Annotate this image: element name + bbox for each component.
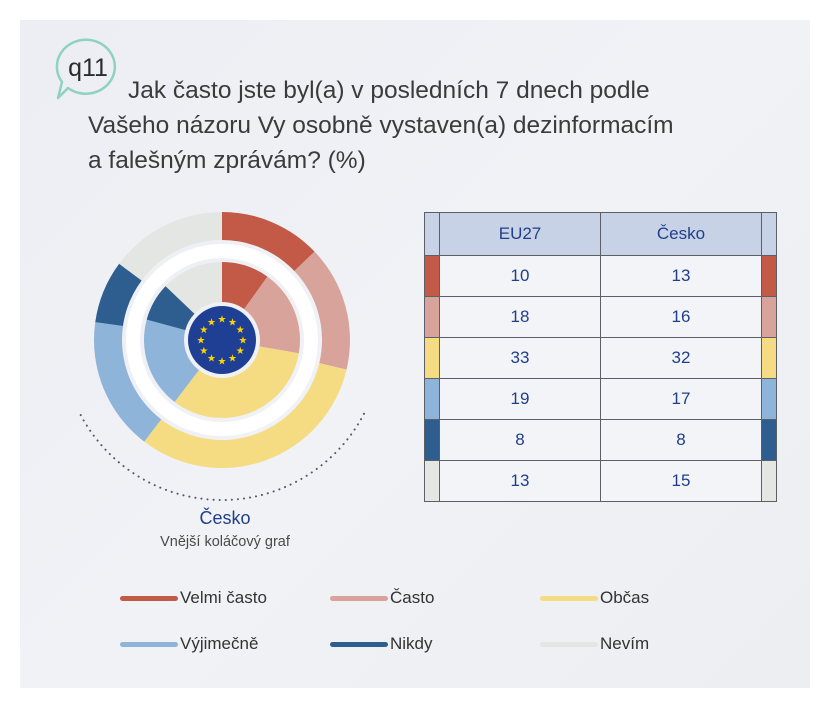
separator-ring: [126, 244, 318, 436]
eu-star-icon: ★: [218, 357, 227, 368]
legend-line: [330, 595, 388, 601]
eu-star-icon: ★: [207, 354, 216, 365]
eu-star-icon: ★: [228, 354, 237, 365]
table-row: 33 32: [424, 337, 777, 379]
eu-star-icon: ★: [199, 325, 208, 336]
eu-star-icon: ★: [197, 336, 206, 347]
outer-chart-caption: Vnější koláčový graf: [160, 534, 290, 550]
table-cell-cesko: 17: [600, 378, 762, 420]
eu-star-icon: ★: [199, 346, 208, 357]
legend-label: Občas: [600, 588, 650, 607]
legend-item: Velmi často: [120, 588, 267, 608]
eu-flag-icon: [188, 306, 256, 374]
eu-star-icon: ★: [236, 325, 245, 336]
outer-chart-country-label: Česko: [199, 508, 251, 528]
row-swatch-left: [424, 337, 440, 379]
values-table: EU27 Česko 10 13 18 16 33 32 19 17: [424, 212, 777, 502]
legend-label: Nevím: [600, 634, 650, 653]
outer-cesko-slice-nevim: [119, 212, 222, 281]
row-swatch-right: [761, 296, 777, 338]
row-swatch-right: [761, 337, 777, 379]
outer-cesko-slice-casto: [294, 251, 350, 370]
table-cell-cesko: 16: [600, 296, 762, 338]
table-cell-eu27: 19: [439, 378, 601, 420]
table-row: 18 16: [424, 296, 777, 338]
table-cell-eu27: 10: [439, 255, 601, 297]
table-cell-cesko: 13: [600, 255, 762, 297]
inner-eu27-slice-vyjimecne: [144, 319, 199, 402]
legend-item: Výjimečně: [120, 634, 258, 654]
eu-star-icon: ★: [228, 317, 237, 328]
double-donut-chart: ★ ★★★★★★★★★★★: [79, 212, 365, 501]
table-cell-eu27: 13: [439, 460, 601, 502]
table-header-eu27: EU27: [439, 212, 601, 256]
row-swatch-left: [424, 460, 440, 502]
legend-line: [120, 595, 178, 601]
table-row: 8 8: [424, 419, 777, 461]
title-line-3: a falešným zprávám? (%): [88, 147, 366, 174]
table-cell-eu27: 18: [439, 296, 601, 338]
legend-label: Velmi často: [180, 588, 267, 607]
legend-item: Občas: [540, 588, 649, 608]
eu-star-icon: ★: [207, 317, 216, 328]
inner-eu27-slice-nevim: [165, 262, 222, 314]
table-cell-eu27: 33: [439, 337, 601, 379]
row-swatch-right: [761, 378, 777, 420]
eu-star-icon: ★: [236, 346, 245, 357]
row-swatch-right: [761, 419, 777, 461]
inner-eu27-slice-casto: [244, 276, 300, 354]
legend-label: Často: [390, 588, 435, 607]
row-swatch-left: [424, 378, 440, 420]
table-corner: [424, 212, 440, 256]
legend-line: [540, 595, 598, 601]
table-cell-cesko: 8: [600, 419, 762, 461]
legend-label: Výjimečně: [180, 634, 259, 653]
row-swatch-left: [424, 255, 440, 297]
question-badge-icon: [55, 38, 117, 100]
table-corner: [761, 212, 777, 256]
outer-cesko-slice-vyjimecne: [94, 322, 162, 442]
table-cell-eu27: 8: [439, 419, 601, 461]
chart-legend: Velmi často Často Občas Výjimečně Nikdy …: [120, 578, 720, 668]
table-row: 13 15: [424, 460, 777, 502]
row-swatch-right: [761, 255, 777, 297]
inner-eu27-slice-obcas: [174, 346, 299, 418]
inner-eu27-slice-velmi-casto: [222, 262, 268, 310]
legend-item: Často: [330, 588, 434, 608]
table-row: 19 17: [424, 378, 777, 420]
eu-star-icon: ★: [218, 315, 227, 326]
legend-line: [120, 641, 178, 647]
inner-eu27-slice-nikdy: [146, 286, 195, 331]
eu-star-icon: ★: [239, 336, 248, 347]
row-swatch-right: [761, 460, 777, 502]
outer-cesko-slice-nikdy: [95, 263, 142, 327]
row-swatch-left: [424, 419, 440, 461]
row-swatch-left: [424, 296, 440, 338]
table-row: 10 13: [424, 255, 777, 297]
question-number: q11: [68, 54, 108, 82]
table-cell-cesko: 32: [600, 337, 762, 379]
legend-line: [540, 641, 598, 647]
question-title: Jak často jste byl(a) v posledních 7 dne…: [88, 73, 768, 178]
table-header-cesko: Česko: [600, 212, 762, 256]
legend-item: Nevím: [540, 634, 649, 654]
title-line-2: Vašeho názoru Vy osobně vystaven(a) dezi…: [88, 112, 674, 139]
legend-item: Nikdy: [330, 634, 433, 654]
legend-label: Nikdy: [390, 634, 433, 653]
table-header-row: EU27 Česko: [424, 212, 777, 256]
table-cell-cesko: 15: [600, 460, 762, 502]
outer-cesko-slice-obcas: [144, 363, 347, 468]
outer-cesko-slice-velmi-casto: [222, 212, 315, 271]
legend-line: [330, 641, 388, 647]
title-line-1: Jak často jste byl(a) v posledních 7 dne…: [128, 77, 650, 104]
